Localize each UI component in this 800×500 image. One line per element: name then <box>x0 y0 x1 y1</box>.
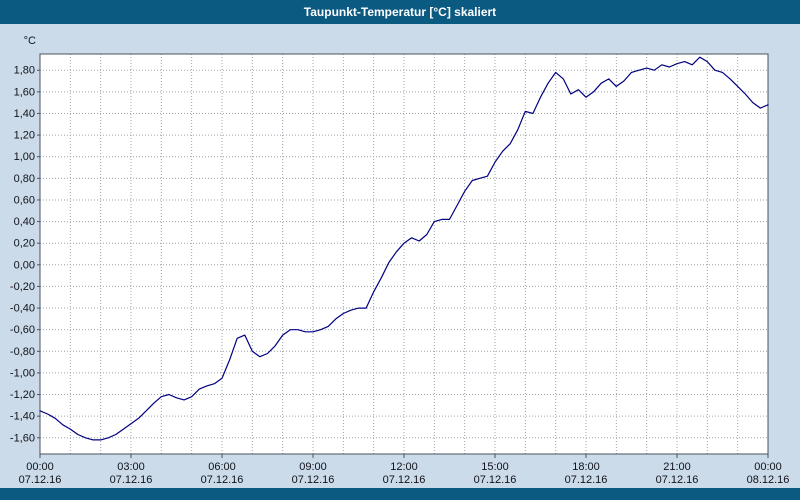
y-tick-label: -0,80 <box>10 346 35 358</box>
y-tick-label: -0,60 <box>10 324 35 336</box>
x-tick-date-label: 07.12.16 <box>201 474 244 486</box>
x-tick-date-label: 07.12.16 <box>19 474 62 486</box>
x-tick-date-label: 07.12.16 <box>110 474 153 486</box>
chart-canvas: 1,80 1,60 1,40 1,20 1,00 0,80 0,60 0,40 0,20 0,00… <box>10 35 790 486</box>
y-tick-label: 1,40 <box>14 108 35 120</box>
y-tick-label: 1,20 <box>14 130 35 142</box>
x-tick-time-label: 15:00 <box>481 461 509 473</box>
y-tick-label: 0,40 <box>14 216 35 228</box>
chart-title: Taupunkt-Temperatur [°C] skaliert <box>303 5 497 19</box>
x-tick-time-label: 00:00 <box>754 461 782 473</box>
x-tick-date-label: 07.12.16 <box>383 474 426 486</box>
y-tick-label: 0,20 <box>14 238 35 250</box>
y-axis-unit-label: °C <box>24 35 36 47</box>
y-tick-label: -1,00 <box>10 367 35 379</box>
x-tick-date-label: 07.12.16 <box>565 474 608 486</box>
y-tick-label: -0,20 <box>10 281 35 293</box>
x-tick-time-label: 09:00 <box>299 461 327 473</box>
x-tick-time-label: 03:00 <box>117 461 145 473</box>
y-tick-label: -1,20 <box>10 389 35 401</box>
y-tick-label: -1,40 <box>10 411 35 423</box>
y-tick-label: -0,40 <box>10 303 35 315</box>
x-tick-time-label: 18:00 <box>572 461 600 473</box>
y-tick-label: 1,80 <box>14 65 35 77</box>
y-tick-label: 1,60 <box>14 86 35 98</box>
x-tick-time-label: 06:00 <box>208 461 236 473</box>
x-tick-date-label: 07.12.16 <box>656 474 699 486</box>
x-tick-time-label: 12:00 <box>390 461 418 473</box>
y-tick-label: 0,00 <box>14 259 35 271</box>
footer-bar <box>0 488 800 500</box>
x-tick-date-label: 07.12.16 <box>292 474 335 486</box>
x-tick-time-label: 21:00 <box>663 461 691 473</box>
plot-border <box>39 53 769 455</box>
x-tick-time-label: 00:00 <box>26 461 54 473</box>
data-line <box>39 56 769 441</box>
y-tick-label: 0,60 <box>14 194 35 206</box>
y-tick-label: 0,80 <box>14 173 35 185</box>
y-tick-label: 1,00 <box>14 151 35 163</box>
x-tick-date-label: 08.12.16 <box>747 474 790 486</box>
x-tick-date-label: 07.12.16 <box>474 474 517 486</box>
chart-area: 1,80 1,60 1,40 1,20 1,00 0,80 0,60 0,40 0,20 0,00… <box>0 24 800 488</box>
y-tick-label: -1,60 <box>10 432 35 444</box>
title-bar: Taupunkt-Temperatur [°C] skaliert <box>0 0 800 24</box>
